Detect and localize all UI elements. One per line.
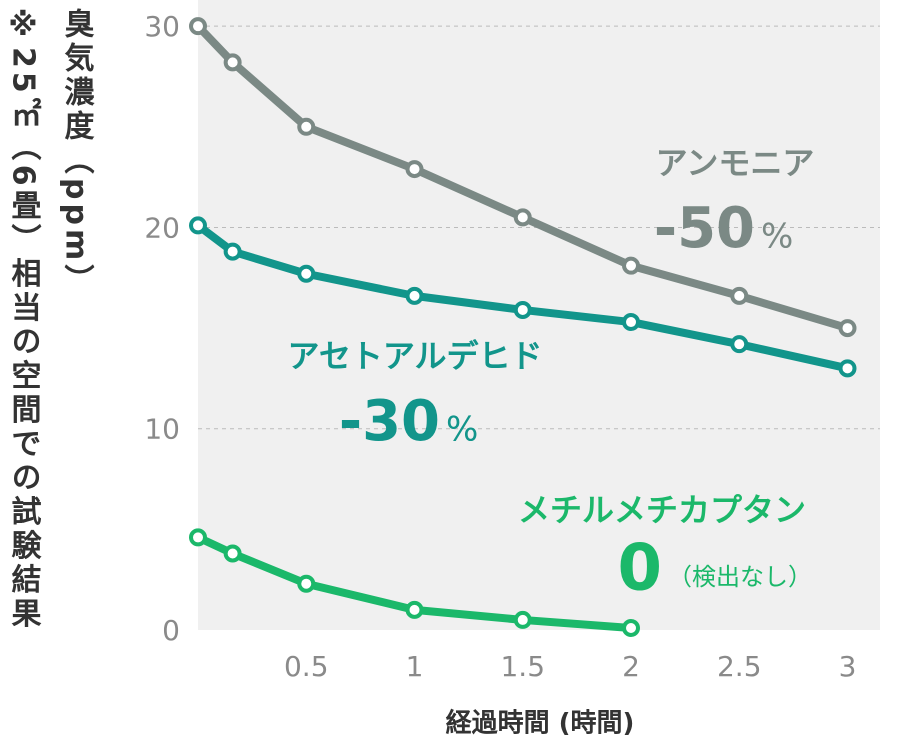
data-point (838, 319, 857, 338)
note: ※25㎡（6畳）相当の空間での試験結果 (6, 8, 42, 632)
data-point (730, 335, 749, 354)
x-axis-label: 経過時間 (時間) (446, 708, 635, 739)
data-point (405, 600, 424, 619)
data-point (297, 574, 316, 593)
y-tick-label: 30 (144, 10, 180, 43)
x-tick-label: 3 (839, 650, 857, 683)
x-tick-label: 2 (622, 650, 640, 683)
data-point (223, 242, 242, 261)
data-point (405, 286, 424, 305)
data-point (513, 208, 532, 227)
data-point (622, 256, 640, 275)
data-point (622, 618, 640, 637)
change-value: 0 (617, 532, 662, 606)
change-value: -50 (654, 196, 755, 261)
series-label: メチルメチカプタン (518, 491, 806, 529)
data-point (405, 160, 424, 179)
series-line (195, 23, 849, 332)
series-label: アセトアルデヒド (287, 337, 542, 375)
data-point (513, 300, 532, 319)
data-point (189, 216, 207, 235)
change-unit: （検出なし） (668, 563, 812, 591)
change-unit: % (446, 410, 478, 450)
change-value: -30 (339, 389, 440, 454)
x-tick-label: 1 (406, 650, 424, 683)
x-tick-label: 0.5 (284, 650, 329, 683)
y-tick-label: 20 (144, 211, 180, 244)
data-point (513, 610, 532, 629)
data-point (223, 53, 242, 72)
y-axis-label: 臭気濃度（ppm） (59, 8, 95, 298)
data-point (730, 286, 749, 305)
series-label: アンモニア (656, 144, 815, 182)
data-point (838, 359, 857, 378)
data-point (189, 17, 207, 36)
x-tick-label: 1.5 (500, 650, 545, 683)
series-line (195, 222, 849, 373)
y-tick-label: 0 (162, 614, 180, 647)
x-tick-label: 2.5 (717, 650, 762, 683)
data-point (622, 313, 640, 332)
y-tick-label: 10 (144, 413, 180, 446)
change-unit: % (761, 217, 793, 257)
data-point (297, 117, 316, 136)
data-point (223, 544, 242, 563)
data-point (297, 264, 316, 283)
data-point (189, 528, 207, 547)
